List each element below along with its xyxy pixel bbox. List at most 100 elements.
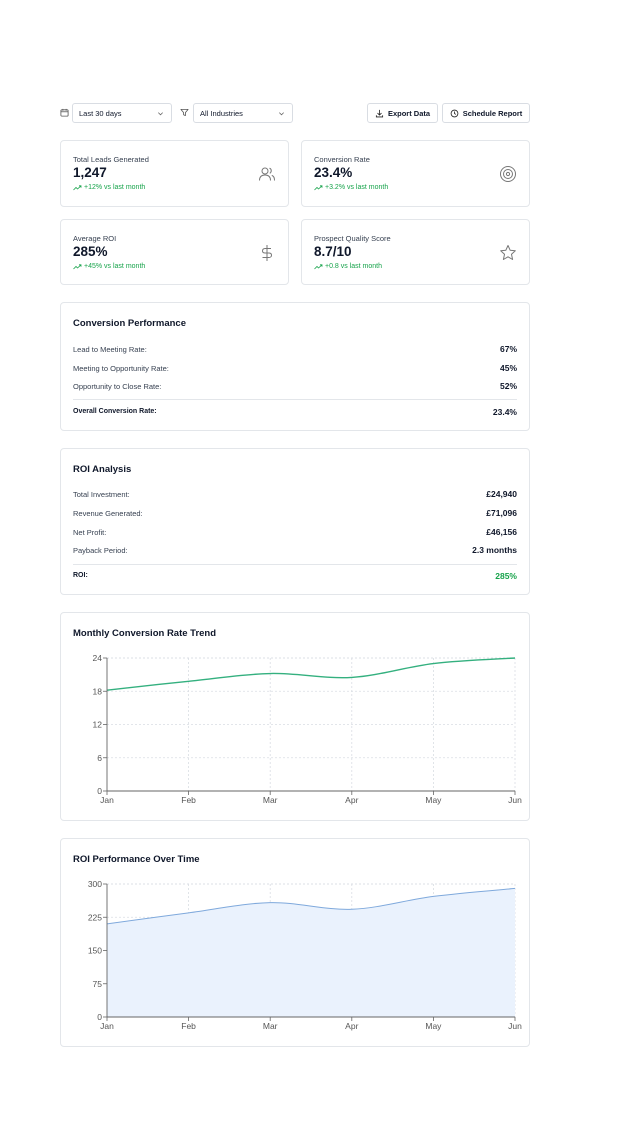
y-tick-label: 0 xyxy=(97,1012,102,1022)
schedule-report-label: Schedule Report xyxy=(462,108,523,118)
kpi-value: 1,247 xyxy=(73,165,107,180)
x-tick-label: May xyxy=(425,1021,442,1031)
total-label: ROI: xyxy=(73,572,88,579)
kpi-card-conversion-rate: Conversion Rate 23.4% +3.2% vs last mont… xyxy=(301,140,530,207)
kpi-value: 23.4% xyxy=(314,165,353,180)
metric-value: 45% xyxy=(499,363,517,373)
metric-value: £71,096 xyxy=(486,508,517,518)
kpi-label: Prospect Quality Score xyxy=(314,234,391,243)
trending-up-icon xyxy=(73,263,82,269)
x-tick-label: Apr xyxy=(345,1021,358,1031)
chevron-down-icon xyxy=(279,112,284,116)
metric-value: 67% xyxy=(499,344,517,354)
date-range-value: Last 30 days xyxy=(79,108,122,118)
kpi-value: 285% xyxy=(73,244,108,259)
x-tick-label: Feb xyxy=(181,795,196,805)
chart-title: Monthly Conversion Rate Trend xyxy=(73,628,217,639)
x-tick-label: Mar xyxy=(263,795,278,805)
area-fill xyxy=(107,888,515,1017)
export-data-label: Export Data xyxy=(387,108,431,118)
metric-label: Meeting to Opportunity Rate: xyxy=(73,364,169,373)
industry-value: All Industries xyxy=(200,108,243,118)
x-tick-label: Mar xyxy=(263,1021,278,1031)
kpi-change-text: +0.8 vs last month xyxy=(325,263,383,270)
total-value: 23.4% xyxy=(492,407,517,417)
y-tick-label: 75 xyxy=(93,979,103,989)
toolbar: Last 30 days All Industries Export Data … xyxy=(60,103,530,125)
metric-label: Net Profit: xyxy=(73,528,107,537)
kpi-label: Average ROI xyxy=(73,234,117,243)
chart-grid xyxy=(103,657,516,795)
metric-label: Total Investment: xyxy=(73,490,130,499)
divider xyxy=(73,564,517,565)
kpi-change: +12% vs last month xyxy=(73,184,145,191)
y-tick-label: 12 xyxy=(93,720,103,730)
x-tick-label: Jan xyxy=(100,795,114,805)
conversion-trend-card: Monthly Conversion Rate Trend 0 6 12 18 24 Ja… xyxy=(60,612,530,821)
x-tick-label: Jun xyxy=(508,795,522,805)
x-tick-label: Apr xyxy=(345,795,358,805)
y-tick-label: 6 xyxy=(97,753,102,763)
y-tick-label: 24 xyxy=(93,653,103,663)
kpi-card-total-leads: Total Leads Generated 1,247 +12% vs last… xyxy=(60,140,289,207)
section-title: ROI Analysis xyxy=(73,464,132,475)
kpi-value: 8.7/10 xyxy=(314,244,352,259)
kpi-label: Total Leads Generated xyxy=(73,155,149,164)
chevron-down-icon xyxy=(158,112,163,116)
calendar-icon xyxy=(60,108,69,117)
metric-label: Lead to Meeting Rate: xyxy=(73,345,147,354)
users-icon xyxy=(259,167,275,181)
roi-performance-card: ROI Performance Over Time 0 75 150 225 300 Ja… xyxy=(60,838,530,1047)
metric-value: 2.3 months xyxy=(472,545,517,555)
x-tick-label: Jun xyxy=(508,1021,522,1031)
date-range-select[interactable]: Last 30 days xyxy=(72,103,172,123)
export-data-button[interactable]: Export Data xyxy=(367,103,438,123)
clock-icon xyxy=(450,109,459,117)
total-row: ROI: 285% xyxy=(73,571,517,583)
series-line xyxy=(106,887,516,925)
metric-label: Revenue Generated: xyxy=(73,509,143,518)
series-line xyxy=(106,657,516,691)
kpi-label: Conversion Rate xyxy=(314,155,370,164)
total-label: Overall Conversion Rate: xyxy=(73,408,157,415)
kpi-change-text: +12% vs last month xyxy=(84,184,146,191)
conversion-performance-card: Conversion Performance Lead to Meeting R… xyxy=(60,302,530,431)
schedule-report-button[interactable]: Schedule Report xyxy=(442,103,530,123)
divider xyxy=(73,399,517,400)
download-icon xyxy=(375,109,384,117)
star-icon xyxy=(500,245,516,260)
metric-row: Payback Period: 2.3 months xyxy=(73,545,517,557)
trending-up-icon xyxy=(73,184,82,190)
metric-row: Opportunity to Close Rate: 52% xyxy=(73,381,517,393)
conversion-trend-chart: 0 6 12 18 24 Jan Feb Mar Apr May Jun xyxy=(93,653,523,805)
y-tick-label: 225 xyxy=(88,912,102,922)
metric-value: £24,940 xyxy=(486,489,517,499)
roi-performance-chart: 0 75 150 225 300 Jan Feb Mar Apr May Jun xyxy=(88,879,522,1031)
metric-label: Opportunity to Close Rate: xyxy=(73,382,162,391)
kpi-change: +45% vs last month xyxy=(73,263,145,270)
kpi-card-average-roi: Average ROI 285% +45% vs last month xyxy=(60,219,289,285)
y-tick-label: 0 xyxy=(97,786,102,796)
kpi-change-text: +3.2% vs last month xyxy=(325,184,389,191)
filter-icon xyxy=(180,108,189,117)
metric-row: Net Profit: £46,156 xyxy=(73,527,517,539)
industry-select[interactable]: All Industries xyxy=(193,103,293,123)
kpi-change: +0.8 vs last month xyxy=(314,263,382,270)
x-tick-label: May xyxy=(425,795,442,805)
total-row: Overall Conversion Rate: 23.4% xyxy=(73,407,517,419)
roi-analysis-card: ROI Analysis Total Investment: £24,940 R… xyxy=(60,448,530,595)
metric-row: Lead to Meeting Rate: 67% xyxy=(73,344,517,356)
trending-up-icon xyxy=(314,184,323,190)
metric-row: Total Investment: £24,940 xyxy=(73,489,517,501)
y-tick-label: 18 xyxy=(93,686,103,696)
x-tick-label: Jan xyxy=(100,1021,114,1031)
section-title: Conversion Performance xyxy=(73,318,186,329)
kpi-change: +3.2% vs last month xyxy=(314,184,388,191)
target-icon xyxy=(500,166,516,182)
y-tick-label: 300 xyxy=(88,879,102,889)
metric-row: Revenue Generated: £71,096 xyxy=(73,508,517,520)
dollar-icon xyxy=(261,245,273,261)
metric-value: 52% xyxy=(499,381,517,391)
metric-row: Meeting to Opportunity Rate: 45% xyxy=(73,363,517,375)
kpi-card-prospect-quality: Prospect Quality Score 8.7/10 +0.8 vs la… xyxy=(301,219,530,285)
